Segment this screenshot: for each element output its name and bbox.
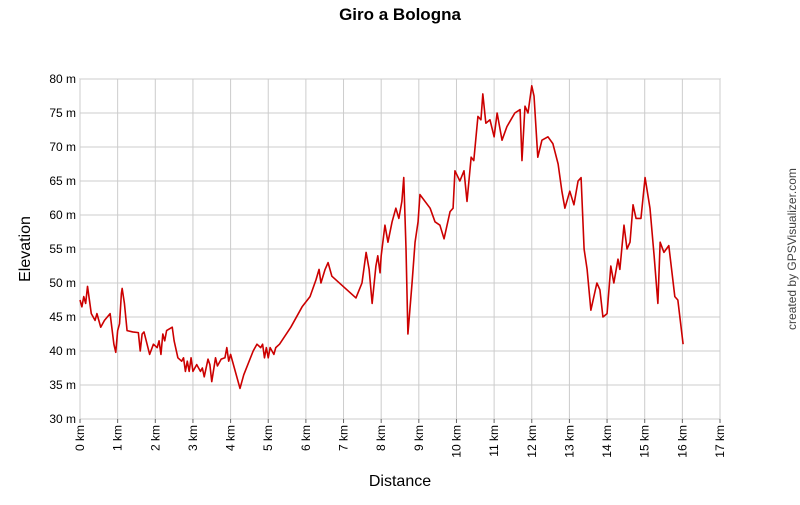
y-tick-label: 35 m bbox=[49, 378, 76, 392]
x-tick-label: 11 km bbox=[487, 425, 501, 457]
x-tick-label: 4 km bbox=[224, 425, 238, 451]
x-tick-label: 0 km bbox=[73, 425, 87, 451]
x-tick-label: 15 km bbox=[638, 425, 652, 458]
x-tick-label: 13 km bbox=[562, 425, 576, 458]
x-tick-label: 9 km bbox=[412, 425, 426, 451]
x-tick-label: 17 km bbox=[713, 425, 727, 458]
y-tick-label: 30 m bbox=[49, 412, 76, 426]
x-tick-label: 10 km bbox=[449, 425, 463, 458]
elevation-line bbox=[79, 85, 684, 390]
y-tick-label: 50 m bbox=[49, 276, 76, 290]
x-tick-label: 2 km bbox=[148, 425, 162, 451]
x-tick-label: 7 km bbox=[337, 425, 351, 451]
y-tick-label: 55 m bbox=[49, 242, 76, 256]
chart-title: Giro a Bologna bbox=[339, 5, 461, 24]
x-tick-label: 5 km bbox=[261, 425, 275, 451]
x-tick-label: 1 km bbox=[111, 425, 125, 451]
x-tick-label: 8 km bbox=[374, 425, 388, 451]
y-tick-label: 60 m bbox=[49, 208, 76, 222]
x-axis-label: Distance bbox=[369, 473, 431, 490]
y-tick-label: 70 m bbox=[49, 140, 76, 154]
x-tick-label: 6 km bbox=[299, 425, 313, 451]
x-tick-label: 14 km bbox=[600, 425, 614, 458]
credit: created by GPSVisualizer.com bbox=[785, 168, 799, 330]
y-tick-label: 40 m bbox=[49, 344, 76, 358]
x-tick-label: 12 km bbox=[525, 425, 539, 458]
x-tick-label: 3 km bbox=[186, 425, 200, 451]
y-tick-label: 75 m bbox=[49, 106, 76, 120]
y-axis-label: Elevation bbox=[17, 216, 34, 282]
x-tick-label: 16 km bbox=[675, 425, 689, 458]
y-tick-label: 80 m bbox=[49, 72, 76, 86]
y-tick-label: 45 m bbox=[49, 310, 76, 324]
y-tick-label: 65 m bbox=[49, 174, 76, 188]
